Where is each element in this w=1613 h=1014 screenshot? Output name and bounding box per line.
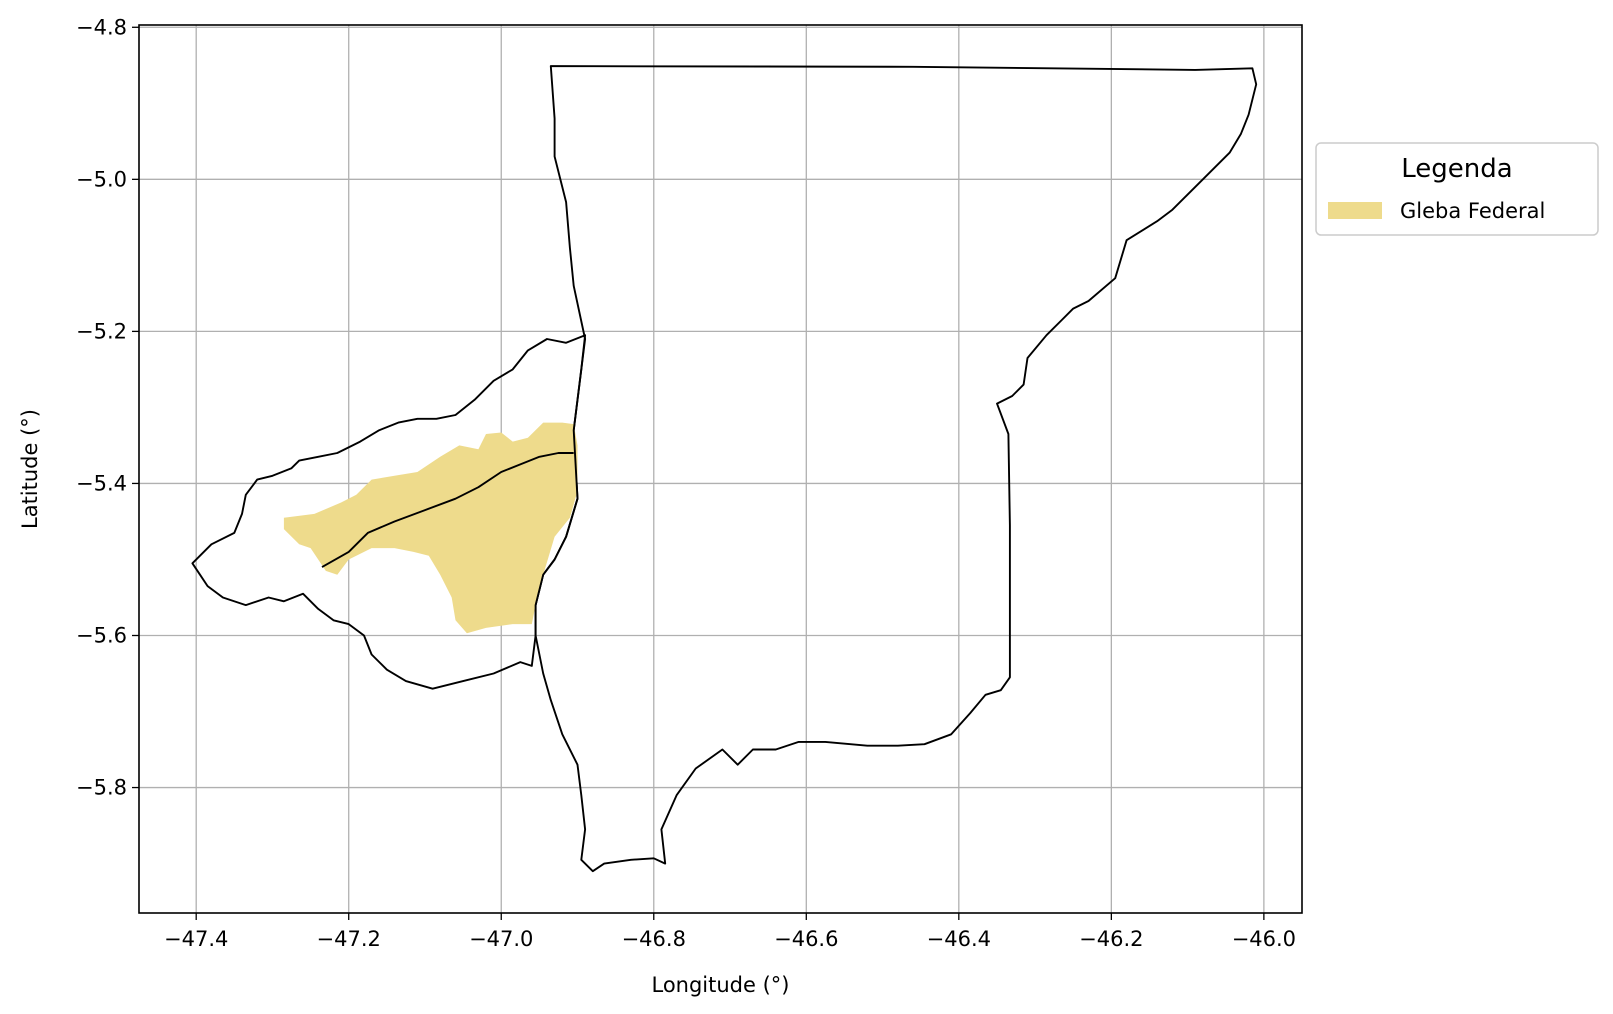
y-tick-label: −5.2 bbox=[76, 319, 127, 343]
legend: Legenda Gleba Federal bbox=[1315, 142, 1599, 236]
inner-boundary-line bbox=[321, 452, 574, 568]
map-layers bbox=[191, 65, 1258, 873]
x-tick-label: −46.4 bbox=[927, 927, 991, 951]
plot-frame bbox=[138, 24, 1303, 914]
axis-ticks: −47.4 −47.2 −47.0 −46.8 −46.6 −46.4 −46.2 −46.0… bbox=[76, 15, 1296, 951]
y-tick-label: −5.8 bbox=[76, 776, 127, 800]
y-tick-label: −5.0 bbox=[76, 167, 127, 191]
y-tick-label: −4.8 bbox=[76, 15, 127, 39]
gleba-federal-area bbox=[283, 422, 578, 634]
legend-title: Legenda bbox=[1401, 154, 1512, 184]
legend-box bbox=[1315, 142, 1599, 236]
y-tick-label: −5.6 bbox=[76, 624, 127, 648]
x-tick-label: −46.2 bbox=[1079, 927, 1143, 951]
x-tick-label: −46.6 bbox=[774, 927, 838, 951]
x-axis-label: Longitude (°) bbox=[651, 973, 789, 997]
x-tick-label: −47.2 bbox=[317, 927, 381, 951]
boundary-west-line bbox=[191, 334, 587, 690]
x-tick-label: −46.0 bbox=[1232, 927, 1296, 951]
y-axis-label: Latitude (°) bbox=[18, 409, 42, 529]
legend-swatch-gleba-federal bbox=[1328, 202, 1382, 219]
legend-label-gleba-federal: Gleba Federal bbox=[1400, 199, 1545, 223]
y-tick-label: −5.4 bbox=[76, 471, 127, 495]
x-tick-label: −46.8 bbox=[622, 927, 686, 951]
x-tick-label: −47.4 bbox=[164, 927, 228, 951]
x-tick-label: −47.0 bbox=[469, 927, 533, 951]
